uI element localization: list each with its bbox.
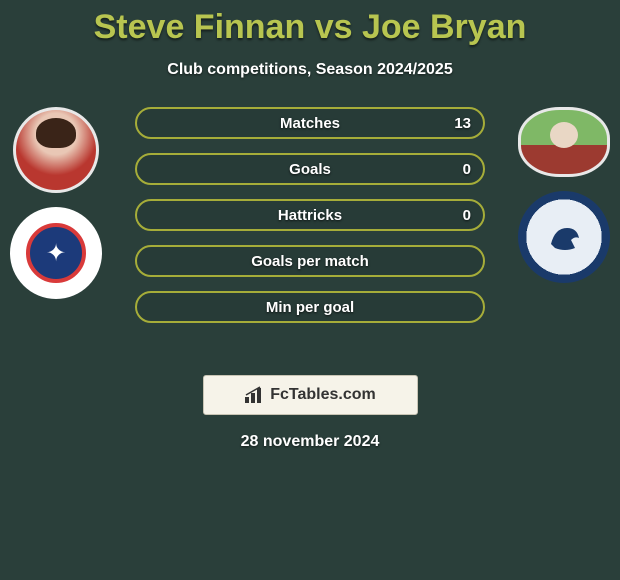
stats-list: Matches13Goals0Hattricks0Goals per match… <box>135 107 485 337</box>
stat-value-right: 0 <box>463 207 471 224</box>
stat-value-right: 13 <box>454 115 471 132</box>
player2-club-badge <box>518 191 610 283</box>
player1-name: Steve Finnan <box>94 8 306 46</box>
stat-row: Goals per match <box>135 245 485 277</box>
player2-avatar <box>518 107 610 177</box>
date-text: 28 november 2024 <box>0 433 620 451</box>
player2-column <box>514 107 614 283</box>
lion-icon <box>541 214 587 260</box>
comparison-title: Steve Finnan vs Joe Bryan <box>0 0 620 47</box>
brand-card: FcTables.com <box>203 375 418 415</box>
stat-label: Min per goal <box>137 299 483 316</box>
stat-row: Goals0 <box>135 153 485 185</box>
vs-text: vs <box>315 8 353 46</box>
player1-club-badge <box>10 207 102 299</box>
brand-text: FcTables.com <box>270 386 376 404</box>
stat-label: Goals <box>137 161 483 178</box>
stat-row: Hattricks0 <box>135 199 485 231</box>
player1-column <box>6 107 106 299</box>
comparison-body: Matches13Goals0Hattricks0Goals per match… <box>0 107 620 367</box>
stat-value-right: 0 <box>463 161 471 178</box>
player1-avatar <box>13 107 99 193</box>
player2-name: Joe Bryan <box>362 8 526 46</box>
chart-icon <box>244 386 264 404</box>
stat-label: Goals per match <box>137 253 483 270</box>
stat-label: Matches <box>137 115 483 132</box>
stat-row: Min per goal <box>135 291 485 323</box>
stat-row: Matches13 <box>135 107 485 139</box>
stat-label: Hattricks <box>137 207 483 224</box>
subtitle: Club competitions, Season 2024/2025 <box>0 61 620 79</box>
